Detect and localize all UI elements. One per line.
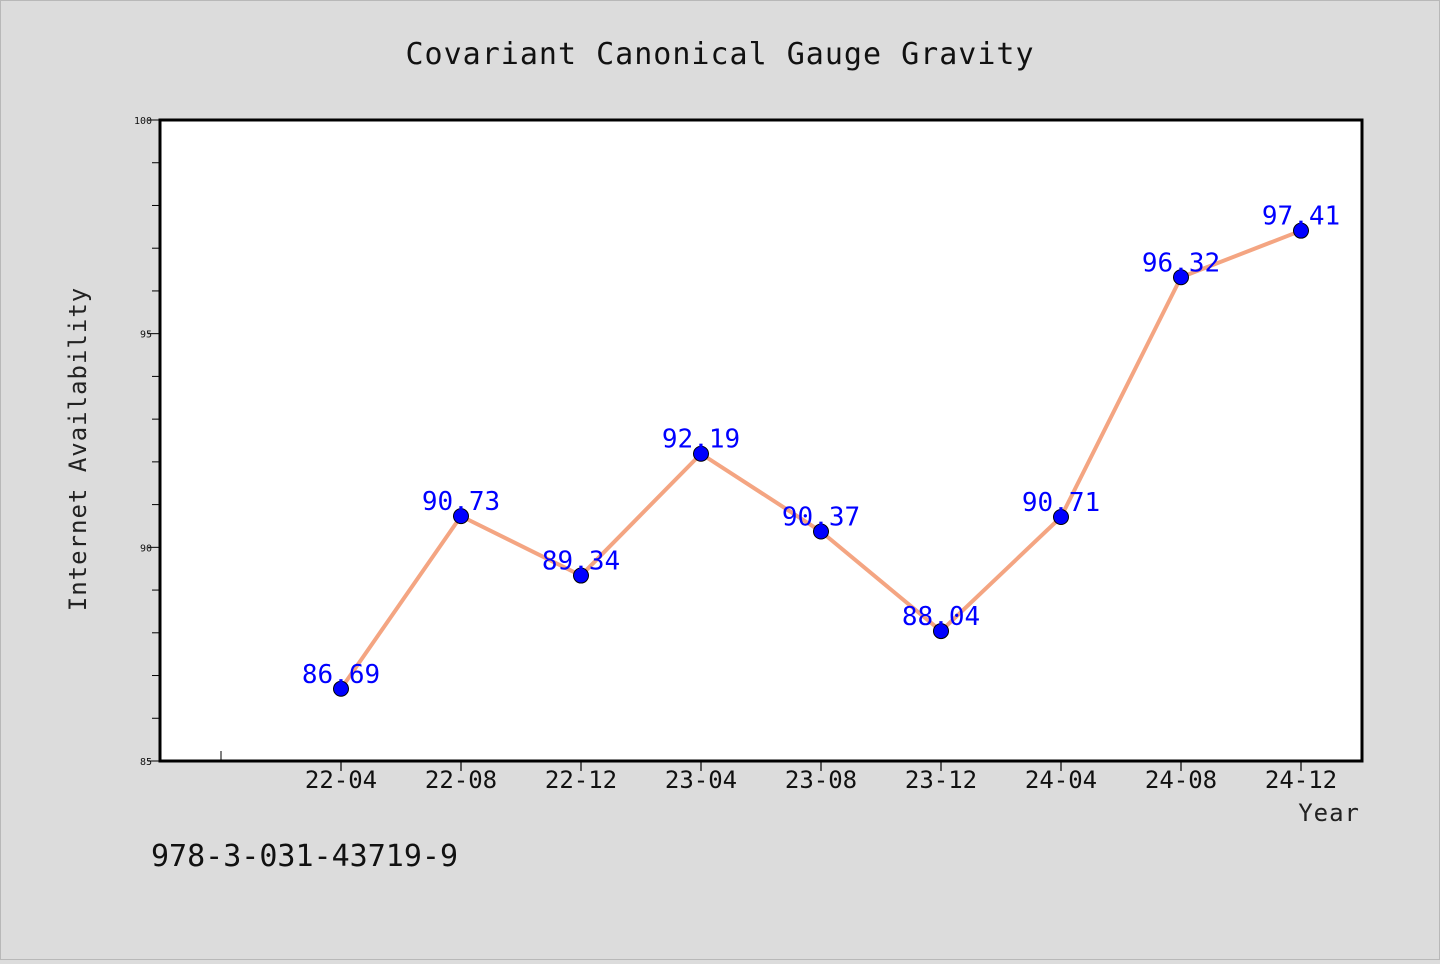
data-label: 97.41 <box>1262 202 1340 232</box>
y-tick-label: 85 <box>140 757 152 768</box>
isbn-annotation: 978-3-031-43719-9 <box>151 839 458 874</box>
data-point <box>573 567 589 584</box>
x-tick-label: 23-12 <box>905 766 977 794</box>
data-labels: 86.69 90.73 89.34 92.19 90.37 88.04 90.71 96.32… <box>302 202 1340 690</box>
x-tick-label: 24-08 <box>1145 766 1217 794</box>
series-line-group <box>333 222 1309 697</box>
data-point <box>1293 222 1309 239</box>
data-label: 86.69 <box>302 660 380 690</box>
y-axis-label: Internet Availability <box>64 287 92 611</box>
x-tick-label: 22-04 <box>305 766 377 794</box>
chart-title: Covariant Canonical Gauge Gravity <box>405 37 1034 72</box>
x-tick-label: 23-04 <box>665 766 737 794</box>
data-label: 92.19 <box>662 425 740 455</box>
x-tick-label: 24-12 <box>1265 766 1337 794</box>
x-tick-label: 24-04 <box>1025 766 1097 794</box>
x-axis: 22-04 22-08 22-12 23-04 23-08 23-12 24-04 24-08… <box>220 751 1337 794</box>
data-point <box>1053 508 1069 525</box>
plot-area <box>158 118 1364 763</box>
data-point <box>1173 269 1189 286</box>
y-tick-label: 95 <box>140 330 152 341</box>
y-tick-label: 90 <box>140 543 152 554</box>
data-point <box>693 445 709 462</box>
x-tick-label: 23-08 <box>785 766 857 794</box>
x-axis-label: Year <box>1298 799 1360 827</box>
x-tick-label: 22-08 <box>425 766 497 794</box>
data-point <box>813 523 829 540</box>
data-label: 90.37 <box>782 503 860 533</box>
data-point <box>333 680 349 697</box>
x-tick-label: 22-12 <box>545 766 617 794</box>
data-point <box>453 508 469 525</box>
data-label: 90.71 <box>1022 488 1100 518</box>
y-tick-label: 100 <box>134 116 152 127</box>
data-label: 88.04 <box>902 602 980 632</box>
data-label: 90.73 <box>422 487 500 517</box>
data-label: 96.32 <box>1142 248 1220 278</box>
data-point <box>933 623 949 640</box>
data-label: 89.34 <box>542 547 620 577</box>
y-axis: 85 90 95 100 <box>134 116 160 768</box>
